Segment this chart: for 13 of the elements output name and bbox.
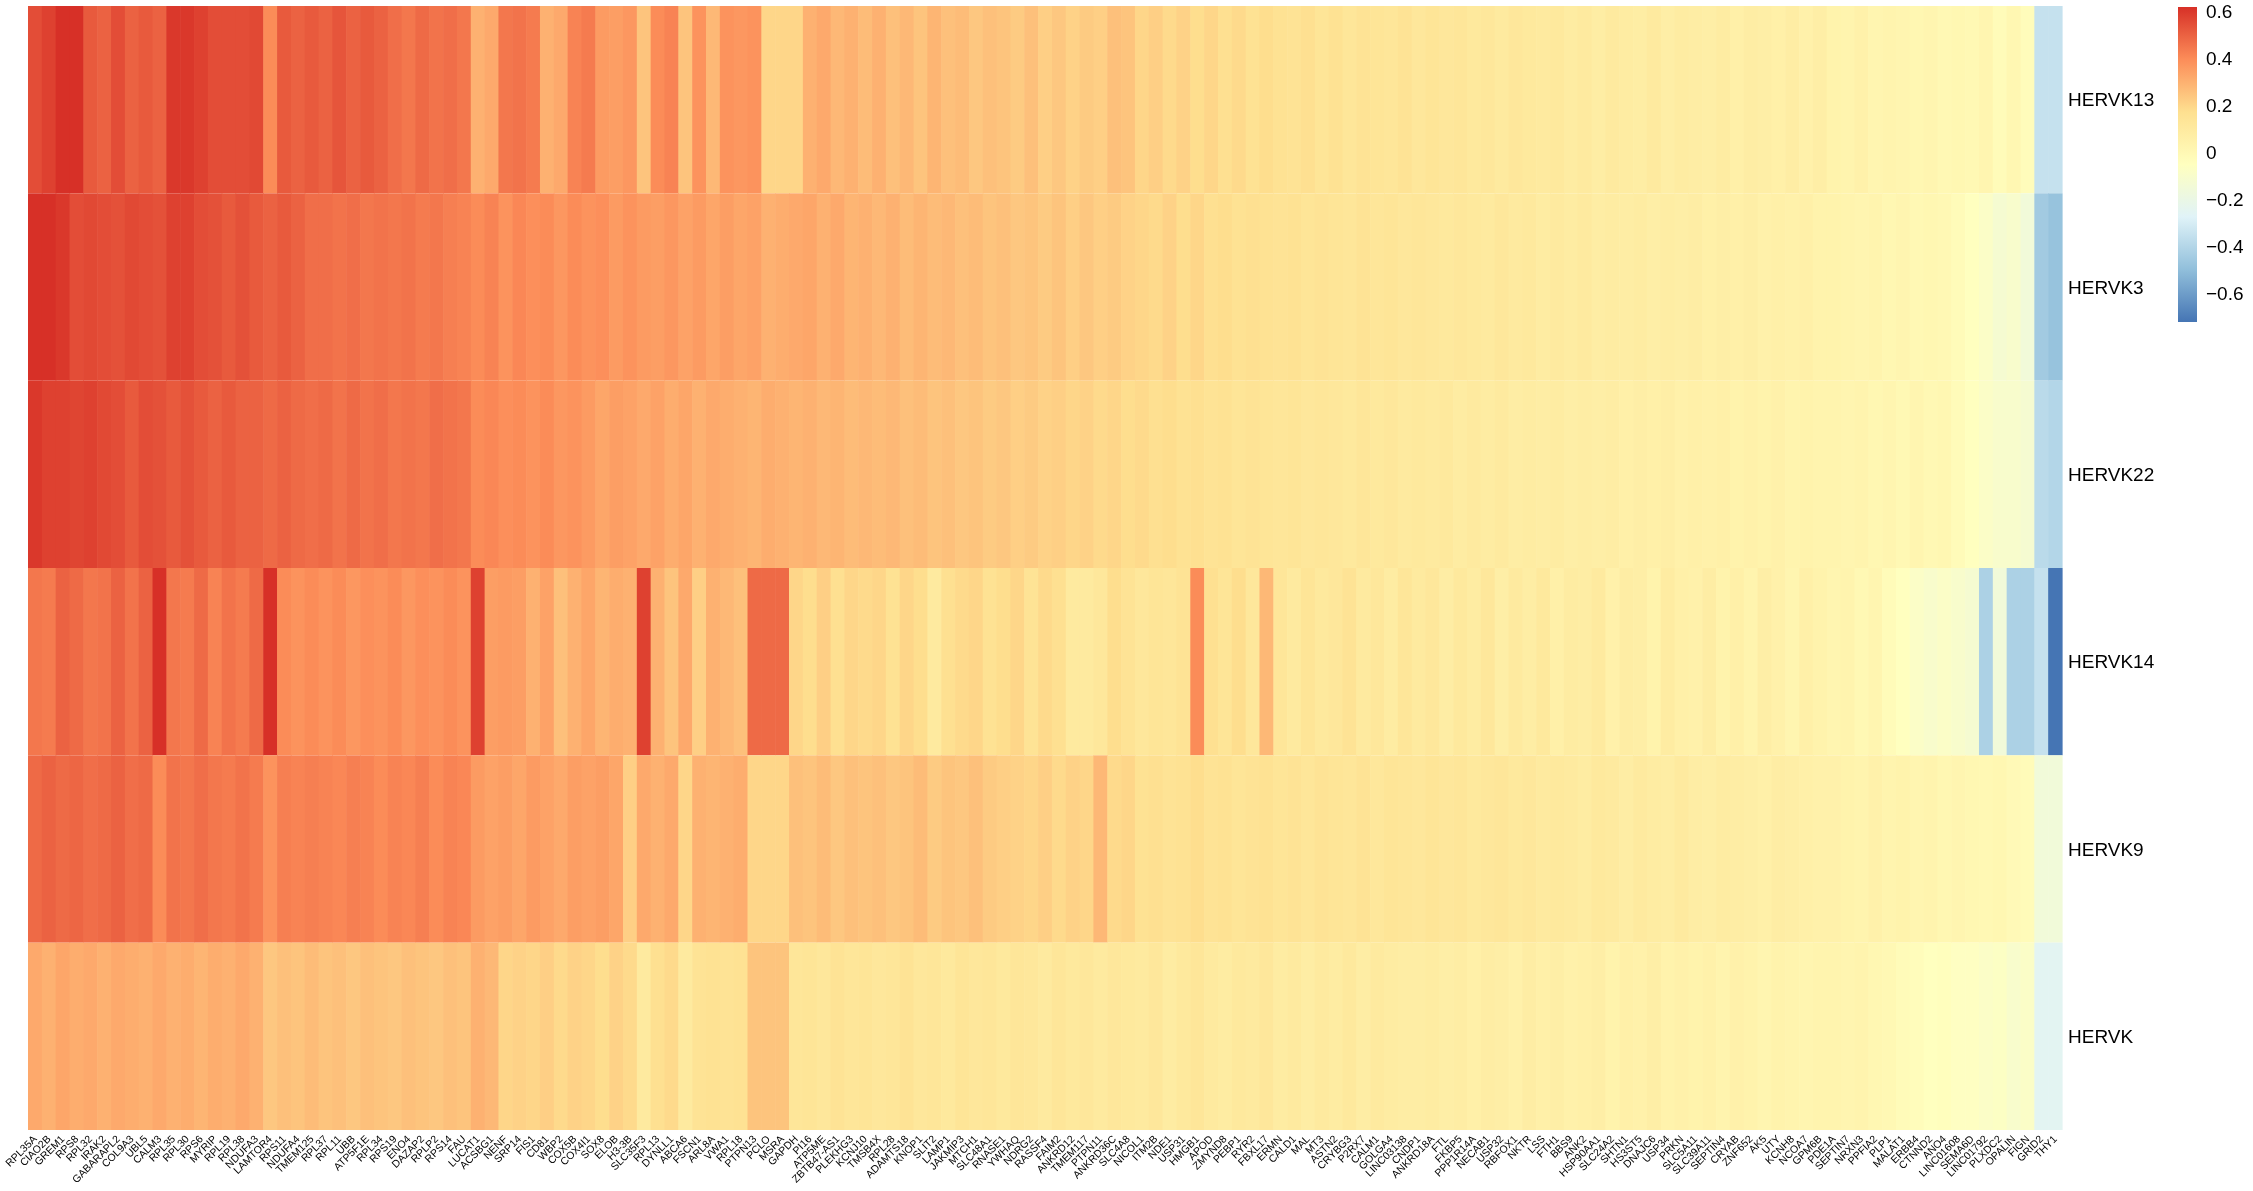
color-bar-label: 0.6: [2206, 1, 2233, 23]
y-tick-label: HERVK14: [2068, 651, 2155, 673]
y-tick-label: HERVK: [2068, 1025, 2134, 1047]
y-tick-label: HERVK3: [2068, 276, 2144, 298]
y-tick-label: HERVK9: [2068, 838, 2144, 860]
y-tick-label: HERVK22: [2068, 463, 2155, 485]
color-bar-label: −0.4: [2206, 236, 2244, 258]
color-bar-label: 0: [2206, 142, 2217, 164]
color-bar-label: −0.6: [2206, 283, 2244, 305]
color-bar-label: 0.4: [2206, 48, 2233, 70]
color-bar-label: −0.2: [2206, 189, 2244, 211]
y-tick-label: HERVK13: [2068, 89, 2155, 111]
color-bar-label: 0.2: [2206, 95, 2233, 117]
